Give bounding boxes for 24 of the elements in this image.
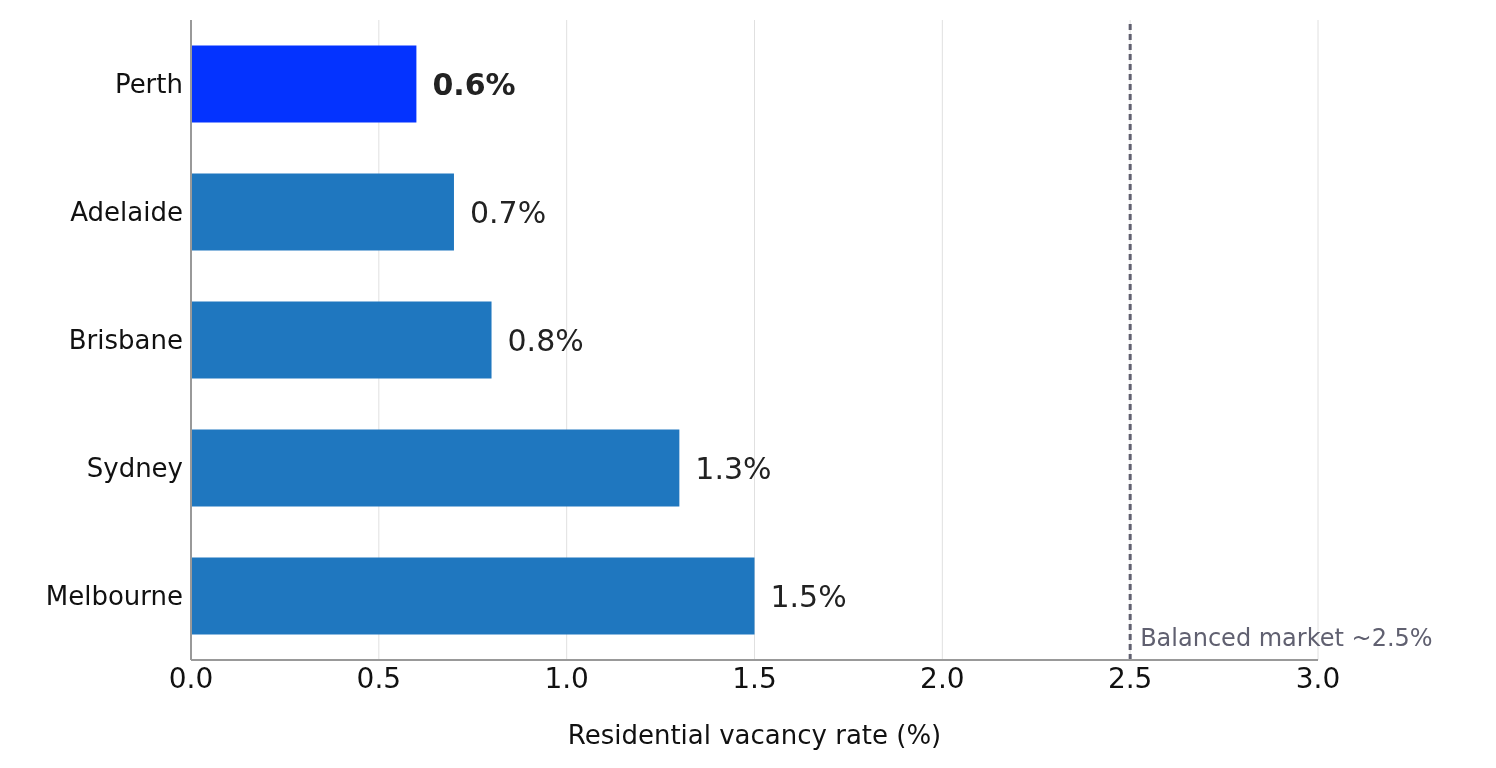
x-tick-label: 1.5 <box>732 661 777 695</box>
y-tick-label: Sydney <box>86 453 183 484</box>
data-label: 1.3% <box>695 450 772 486</box>
bar <box>191 301 492 379</box>
x-axis-title: Residential vacancy rate (%) <box>567 720 942 750</box>
bar <box>191 557 755 635</box>
data-label: 0.6% <box>432 66 516 102</box>
bar <box>191 173 454 251</box>
x-tick-label: 0.0 <box>168 661 214 695</box>
x-tick-label: 2.5 <box>1107 661 1153 695</box>
y-tick-label: Brisbane <box>68 325 183 356</box>
y-tick-label: Adelaide <box>70 197 183 228</box>
data-label: 0.7% <box>469 194 547 230</box>
x-tick-label: 1.0 <box>544 661 589 695</box>
y-tick-label: Melbourne <box>45 581 183 612</box>
data-label: 1.5% <box>770 578 847 614</box>
ref-line-label: Balanced market ~2.5% <box>1140 624 1433 652</box>
y-tick-label: Perth <box>114 69 183 100</box>
data-label: 0.8% <box>507 322 584 358</box>
x-tick-label: 2.0 <box>920 661 965 695</box>
x-tick-label: 3.0 <box>1295 661 1341 695</box>
bar <box>191 429 680 507</box>
x-tick-label: 0.5 <box>356 661 402 695</box>
bar <box>191 45 417 123</box>
